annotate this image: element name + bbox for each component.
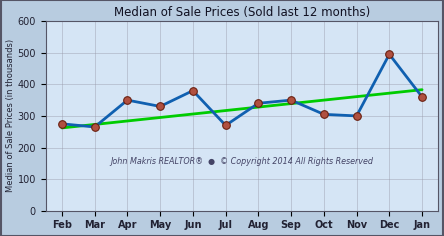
Point [320, 112, 327, 116]
Point [288, 98, 295, 102]
Point [91, 125, 98, 129]
Y-axis label: Median of Sale Prices (in thousands): Median of Sale Prices (in thousands) [6, 39, 15, 193]
Point [124, 98, 131, 102]
Text: John Makris REALTOR®  ●  © Copyright 2014 All Rights Reserved: John Makris REALTOR® ● © Copyright 2014 … [111, 157, 373, 166]
Point [419, 95, 426, 99]
Point [157, 105, 164, 108]
Point [189, 89, 196, 93]
Point [386, 52, 393, 56]
Point [255, 101, 262, 105]
Point [58, 122, 65, 126]
Point [353, 114, 360, 118]
Point [222, 123, 229, 127]
Title: Median of Sale Prices (Sold last 12 months): Median of Sale Prices (Sold last 12 mont… [114, 6, 370, 19]
